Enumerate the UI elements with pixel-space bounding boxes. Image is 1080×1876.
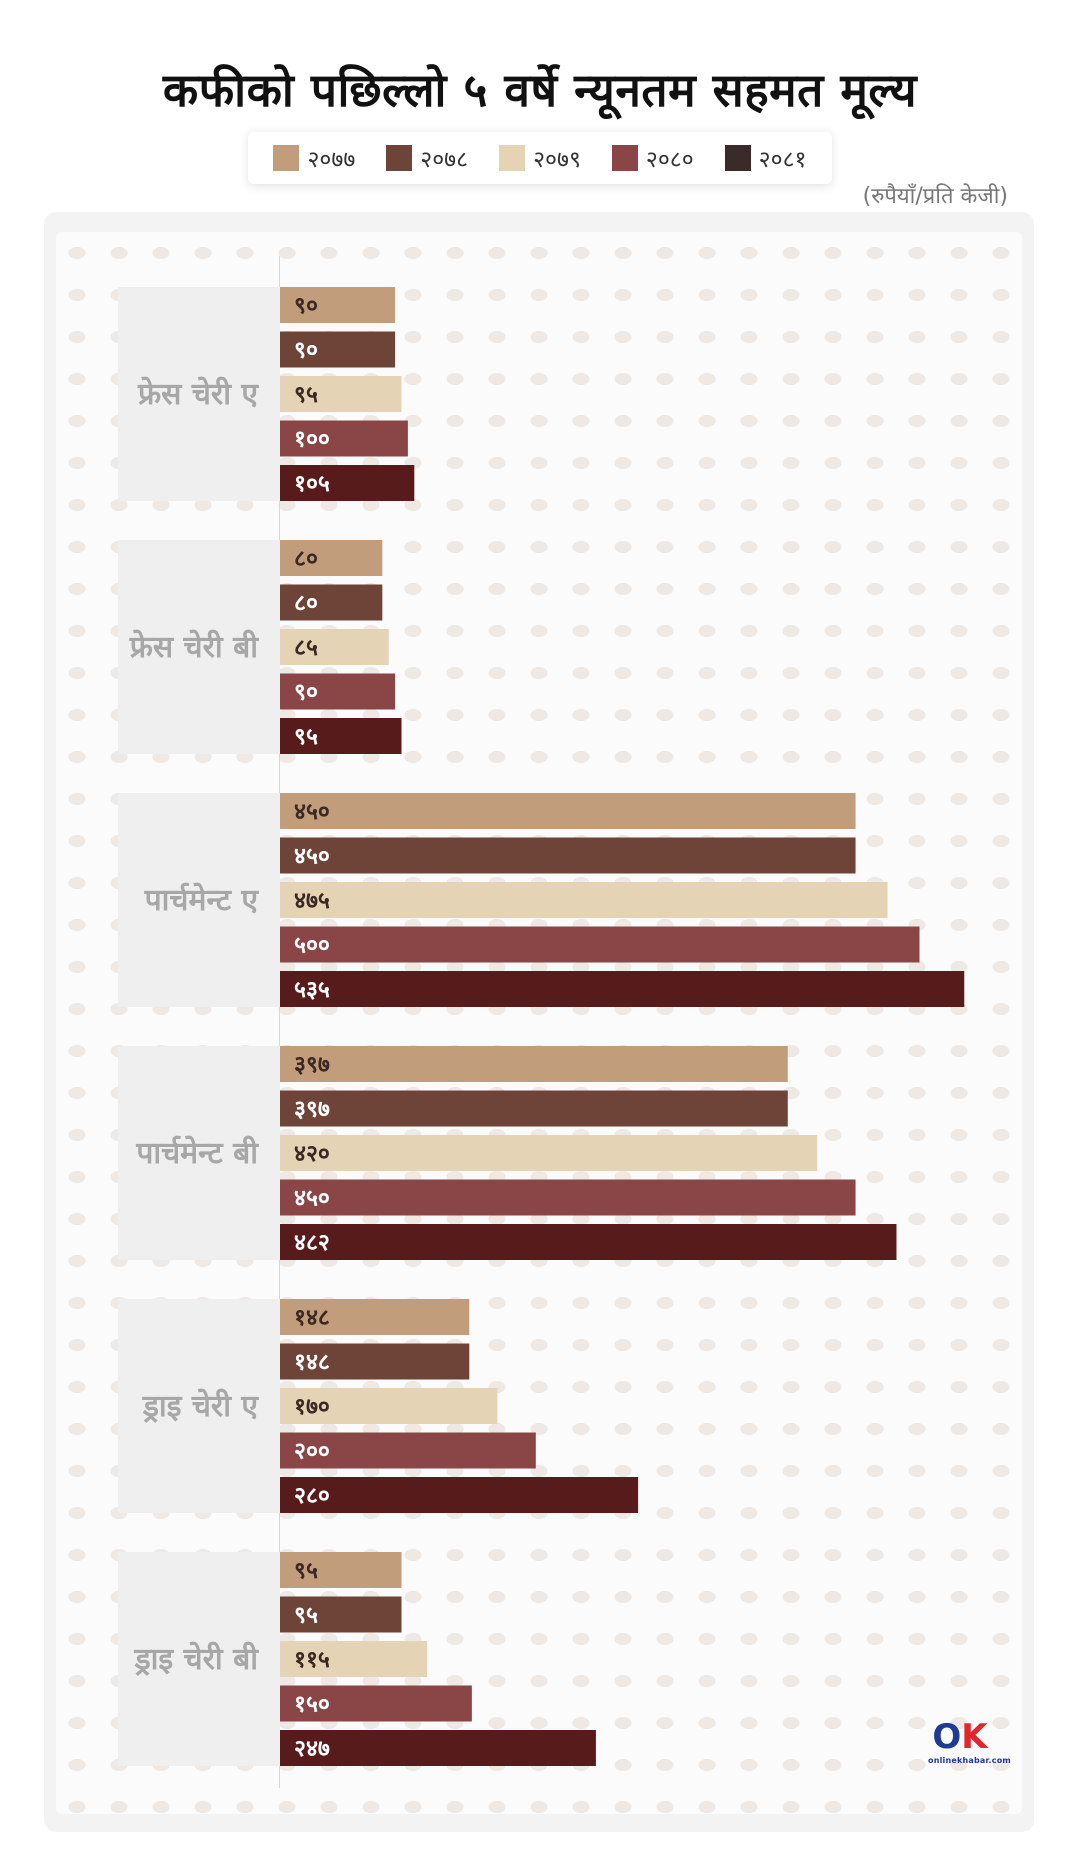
legend-swatch [724, 145, 751, 171]
bar [280, 1090, 788, 1127]
bar-value-label: ४५० [294, 1186, 330, 1212]
legend-swatch [611, 145, 638, 171]
bar-value-label: १४८ [294, 1305, 330, 1331]
bar-value-label: ५३५ [294, 977, 330, 1003]
bar [280, 420, 408, 457]
bar [280, 882, 888, 918]
legend-swatch [273, 145, 300, 171]
bar [280, 793, 856, 829]
bar-value-label: १०० [294, 427, 330, 453]
legend-swatch [499, 145, 526, 171]
y-axis-line [279, 256, 280, 1788]
category-band [118, 793, 280, 1007]
bar [280, 1641, 428, 1677]
bar [280, 926, 920, 963]
bar [280, 331, 396, 368]
category-label: पार्चमेन्ट ए [144, 882, 260, 918]
logo-text: onlinekhabar.com [928, 1756, 1011, 1765]
legend-label: २०८० [645, 147, 694, 173]
bar [280, 1552, 402, 1588]
bar [280, 1046, 788, 1082]
bar [280, 837, 856, 874]
category-band [118, 1552, 280, 1766]
legend-label: २०७८ [420, 147, 469, 173]
bar [280, 584, 383, 621]
bar-value-label: ४२० [294, 1141, 330, 1167]
bar-value-label: २४७ [294, 1736, 330, 1762]
bar-value-label: ११५ [294, 1647, 330, 1673]
bar-value-label: १४८ [294, 1350, 330, 1376]
bar-value-label: ८५ [294, 635, 318, 661]
category-label: फ्रेस चेरी बी [129, 629, 260, 665]
bar-value-label: ९० [294, 680, 318, 706]
legend-item: २०८१ [724, 142, 807, 174]
bar [280, 287, 396, 323]
bar [280, 1388, 498, 1424]
bar-value-label: ९५ [294, 724, 318, 750]
bar [280, 376, 402, 412]
bar-value-label: १७० [294, 1394, 330, 1420]
bar [280, 1432, 536, 1469]
bar-value-label: १०५ [294, 471, 330, 497]
bar [280, 540, 383, 576]
legend-label: २०८१ [758, 147, 807, 173]
bar [280, 1596, 402, 1633]
bar-value-label: ३९७ [294, 1097, 330, 1123]
bar-value-label: ४५० [294, 799, 330, 825]
category-label: फ्रेस चेरी ए [137, 376, 259, 412]
category-band [118, 540, 280, 754]
bar-value-label: १५० [294, 1692, 330, 1718]
bar [280, 1477, 639, 1513]
bar [280, 718, 402, 754]
bar [280, 1685, 472, 1722]
bar-value-label: ३९७ [294, 1052, 330, 1078]
bar [280, 1730, 596, 1766]
bar-value-label: २८० [294, 1483, 330, 1509]
category-label: ड्राइ चेरी बी [134, 1641, 260, 1677]
bar-value-label: २०० [294, 1439, 330, 1465]
legend-item: २०८० [611, 142, 694, 174]
chart-title: कफीको पछिल्लो ५ वर्षे न्यूनतम सहमत मूल्य [162, 63, 918, 117]
category-band [118, 1046, 280, 1260]
legend-label: २०७९ [533, 147, 581, 173]
legend-label: २०७७ [307, 147, 356, 173]
category-label: पार्चमेन्ट बी [135, 1135, 259, 1171]
legend: २०७७ २०७८ २०७९ २०८० २०८१ [248, 132, 832, 184]
bar [280, 971, 965, 1007]
logo-mark: OK [932, 1717, 988, 1757]
onlinekhabar-logo: OK onlinekhabar.com [928, 1717, 1011, 1778]
category-band [118, 287, 280, 501]
category-band [118, 1299, 280, 1513]
bar [280, 1179, 856, 1216]
bar-value-label: ८० [294, 546, 318, 572]
legend-item: २०७७ [273, 142, 355, 174]
bar [280, 465, 415, 501]
bar [280, 1224, 897, 1260]
bar [280, 629, 389, 665]
unit-note: (रुपैयाँ/प्रति केजी) [862, 184, 1008, 209]
bar [280, 1299, 470, 1335]
bar [280, 1343, 470, 1380]
bar-value-label: ४८२ [294, 1230, 330, 1256]
legend-item: २०७८ [386, 142, 468, 174]
bar-value-label: ८० [294, 591, 318, 617]
legend-item: २०७९ [499, 142, 581, 174]
bar-value-label: ९० [294, 338, 318, 364]
bar-value-label: ९५ [294, 382, 318, 408]
category-label: ड्राइ चेरी ए [142, 1388, 260, 1424]
bar-value-label: ४५० [294, 844, 330, 870]
bar [280, 1135, 818, 1171]
bar-value-label: ९५ [294, 1558, 318, 1584]
bar-value-label: ४७५ [294, 888, 330, 914]
bar-value-label: ९० [294, 293, 318, 319]
bar [280, 673, 396, 710]
legend-swatch [386, 145, 413, 171]
bar-value-label: ५०० [294, 933, 330, 959]
bar-value-label: ९५ [294, 1603, 318, 1629]
